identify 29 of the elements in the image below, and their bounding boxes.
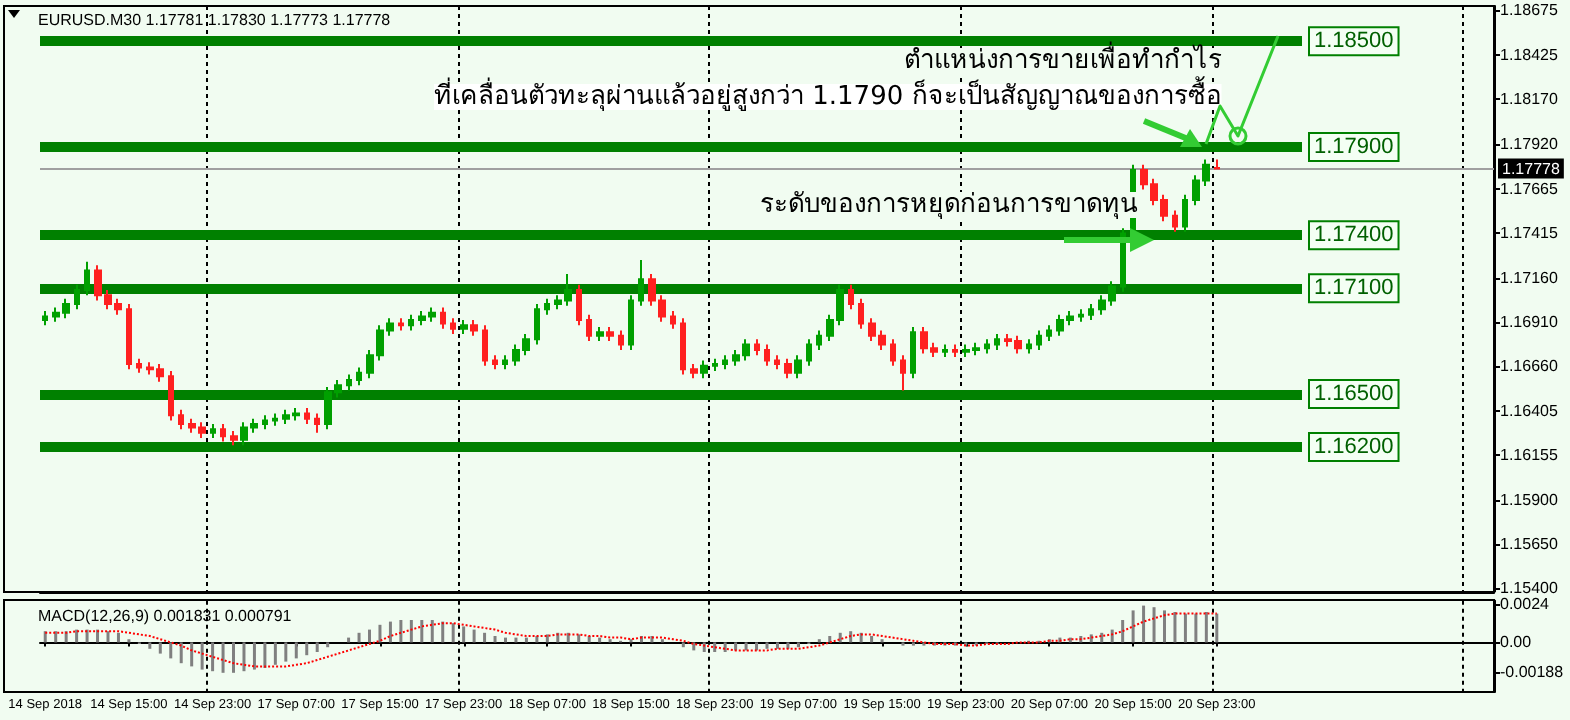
y-tick-label: 1.17415 — [1500, 223, 1559, 242]
y-tick-label: -0.00188 — [1500, 663, 1565, 682]
y-tick-label: 1.15650 — [1500, 534, 1559, 553]
y-tick-label: 1.18425 — [1500, 45, 1559, 64]
annotation: ที่เคลื่อนตัวทะลุผ่านแล้วอยู่สูงกว่า 1.1790 ก็จะเป็นสัญญาณของการซื้อ — [434, 76, 1222, 112]
annotation: ระดับของการหยุดก่อนการขาดทุน — [760, 190, 1138, 220]
ref-line-label: 1.18500 — [1314, 29, 1394, 54]
chart-title: EURUSD.M30 1.17781 1.17830 1.17773 1.17778 — [38, 11, 392, 29]
y-tick-label: 1.16155 — [1500, 445, 1559, 464]
y-tick-label: 1.16910 — [1500, 312, 1559, 331]
annotation: ตำแหน่งการขายเพื่อทำกำไร — [904, 42, 1222, 76]
y-tick-label: 0.0024 — [1500, 595, 1551, 613]
ref-line-label: 1.17400 — [1314, 223, 1394, 248]
y-tick-label: 1.18675 — [1500, 1, 1559, 20]
y-tick-label: 1.17920 — [1500, 134, 1559, 153]
chart-title: MACD(12,26,9) 0.001831 0.000791 — [38, 607, 293, 625]
y-tick-label: 1.16660 — [1500, 356, 1559, 375]
y-tick-label: 1.15900 — [1500, 490, 1559, 509]
y-tick-label: 1.16405 — [1500, 401, 1559, 420]
y-tick-label: 1.18170 — [1500, 90, 1559, 109]
ref-line-label: 1.16200 — [1314, 434, 1394, 459]
ref-line-label: 1.17900 — [1314, 135, 1394, 160]
y-tick-label: 1.17160 — [1500, 268, 1559, 287]
y-tick-label: 1.15400 — [1500, 579, 1559, 597]
y-tick-label: 0.00 — [1500, 633, 1533, 652]
ref-line-label: 1.17778 — [1502, 159, 1561, 178]
y-tick-label: 1.17665 — [1500, 179, 1559, 198]
ref-line-label: 1.16500 — [1314, 382, 1394, 406]
ref-line-label: 1.17100 — [1314, 276, 1394, 301]
